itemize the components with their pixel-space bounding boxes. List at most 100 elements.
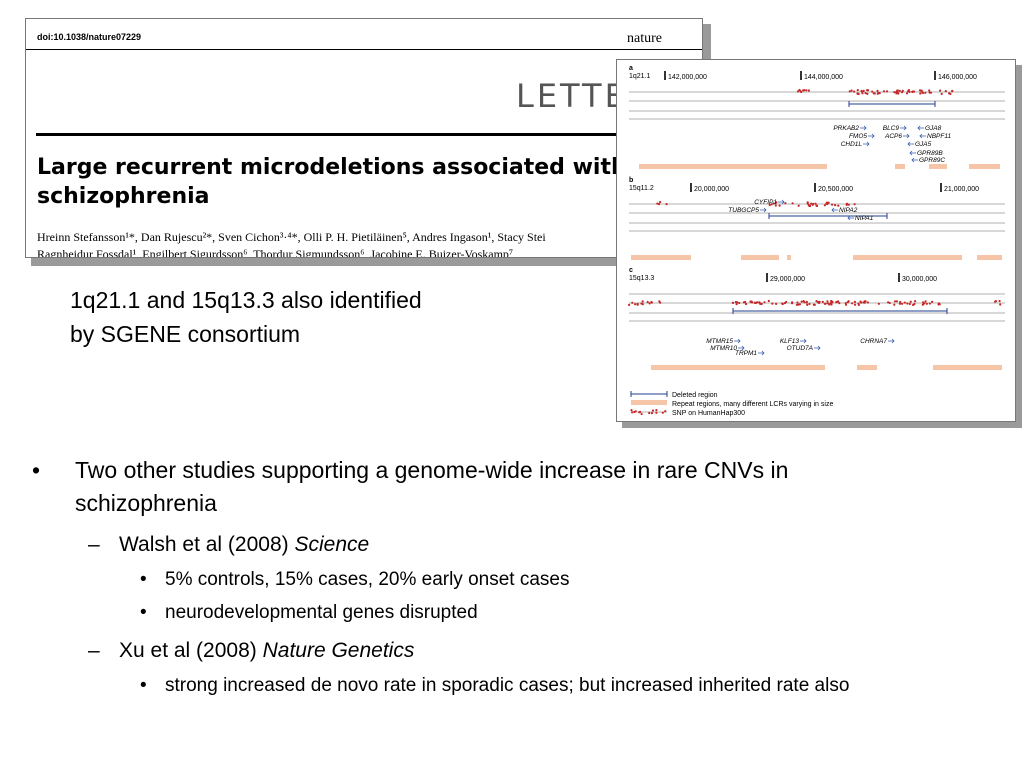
study-walsh-point-1: • 5% controls, 15% cases, 20% early onse… xyxy=(30,566,970,593)
panel-c-snp xyxy=(731,301,735,304)
panel-b-snp xyxy=(845,203,848,206)
panel-c-snp xyxy=(826,300,829,303)
panel-b-snp xyxy=(656,202,659,205)
panel-b-snp xyxy=(810,202,813,205)
gene-strand-arrow xyxy=(907,141,914,147)
paper-authors-line-2: Ragnheidur Fossdal¹, Engilbert Sigurdsso… xyxy=(37,247,517,258)
repeat-region xyxy=(631,255,691,260)
gene-label: CYFIP1 xyxy=(754,199,777,206)
repeat-region xyxy=(853,255,962,260)
repeat-region xyxy=(969,164,1000,169)
panel-b-snp xyxy=(814,202,817,205)
gene-strand-arrow xyxy=(758,350,765,356)
panel-b-snp xyxy=(791,202,794,205)
panel-c-snp xyxy=(826,302,829,305)
panel-letter: a xyxy=(629,65,633,72)
gene-strand-arrow xyxy=(903,133,910,139)
panel-letter: c xyxy=(629,267,633,274)
panel-c-snp xyxy=(734,300,737,304)
panel-a-snp xyxy=(807,89,810,92)
panel-c-snp xyxy=(744,300,747,304)
panel-b-snp xyxy=(812,202,815,205)
study-walsh-authors: Walsh et al (2008) xyxy=(119,533,295,556)
panel-c-snp xyxy=(859,300,862,303)
study-walsh-point-2-text: neurodevelopmental genes disrupted xyxy=(165,602,478,623)
panel-c-snp xyxy=(913,302,916,306)
legend-snp xyxy=(639,410,642,413)
panel-c-snp xyxy=(805,300,808,303)
panel-region-label: 1q21.1 xyxy=(629,73,651,80)
panel-c-snp xyxy=(835,301,838,304)
legend-snp xyxy=(651,409,655,412)
legend-deleted-label: Deleted region xyxy=(672,392,718,399)
panel-c-snp xyxy=(798,303,801,306)
coordinate-label: 30,000,000 xyxy=(902,276,937,283)
panel-c-snp xyxy=(800,300,803,303)
legend-repeat-label: Repeat regions, many different LCRs vary… xyxy=(672,401,833,408)
panel-c-snp xyxy=(831,300,834,304)
panel-a-snp xyxy=(919,92,922,95)
legend-snp xyxy=(631,411,634,414)
study-walsh-point-2: • neurodevelopmental genes disrupted xyxy=(30,599,970,626)
study-walsh: – Walsh et al (2008) Science xyxy=(30,530,990,560)
panel-c-snp xyxy=(914,300,917,303)
gene-label: TRPM1 xyxy=(735,350,757,357)
panel-c-snp xyxy=(857,302,860,305)
panel-c-snp xyxy=(640,302,643,305)
panel-c-snp xyxy=(646,300,649,304)
panel-c-snp xyxy=(828,303,831,306)
panel-a-snp xyxy=(897,92,900,95)
panel-c-snp xyxy=(901,302,904,305)
panel-a-snp xyxy=(850,89,853,92)
paper-excerpt: doi:10.1038/nature07229 nature LETTE Lar… xyxy=(25,18,703,258)
panel-c-snp xyxy=(763,301,766,304)
panel-a-snp xyxy=(901,89,904,92)
gene-label: FMO5 xyxy=(849,133,867,140)
panel-b-snp xyxy=(659,201,662,204)
coordinate-label: 29,000,000 xyxy=(770,276,805,283)
paper-doi: doi:10.1038/nature07229 xyxy=(37,32,142,42)
gene-strand-arrow xyxy=(734,338,741,344)
gene-label: CHRNA7 xyxy=(860,338,887,345)
panel-b-snp xyxy=(774,204,777,207)
panel-c-snp xyxy=(895,300,898,303)
panel-a-snp xyxy=(876,92,879,95)
panel-b-snp xyxy=(827,201,830,204)
panel-c-snp xyxy=(641,300,644,303)
panel-a-snp xyxy=(907,89,910,92)
repeat-region xyxy=(977,255,1002,260)
panel-a-snp xyxy=(948,92,951,95)
panel-b-snp xyxy=(825,201,829,204)
legend-snp-label: SNP on HumanHap300 xyxy=(672,410,745,417)
panel-c-snp xyxy=(796,301,799,304)
panel-a-snp xyxy=(951,90,954,93)
panel-a-snp xyxy=(848,90,851,93)
legend-snp-swatch xyxy=(630,409,667,416)
panel-c-snp xyxy=(749,300,752,303)
gene-label: BLC9 xyxy=(883,125,900,132)
panel-c-snp xyxy=(844,303,848,306)
panel-b-snp xyxy=(778,204,781,207)
panel-b-snp xyxy=(823,204,826,207)
repeat-region xyxy=(787,255,791,260)
panel-a-snp xyxy=(802,89,805,92)
gene-strand-arrow xyxy=(860,125,867,131)
coordinate-label: 21,000,000 xyxy=(944,186,979,193)
bullet-main: • Two other studies supporting a genome-… xyxy=(30,454,910,520)
gene-strand-arrow xyxy=(814,345,821,351)
gene-strand-arrow xyxy=(847,215,854,221)
panel-a-snp xyxy=(922,91,925,94)
panel-c-snp xyxy=(922,302,925,305)
panel-b-snp xyxy=(775,201,778,204)
panel-c-snp xyxy=(877,302,880,305)
panel-a-snp xyxy=(866,89,869,92)
panel-c-snp xyxy=(925,302,928,305)
panel-c-snp xyxy=(906,302,909,305)
legend-snp xyxy=(634,410,637,413)
coordinate-label: 20,000,000 xyxy=(694,186,729,193)
panel-c-snp xyxy=(924,300,927,303)
panel-c-snp xyxy=(887,301,890,304)
panel-a-snp xyxy=(798,88,801,92)
